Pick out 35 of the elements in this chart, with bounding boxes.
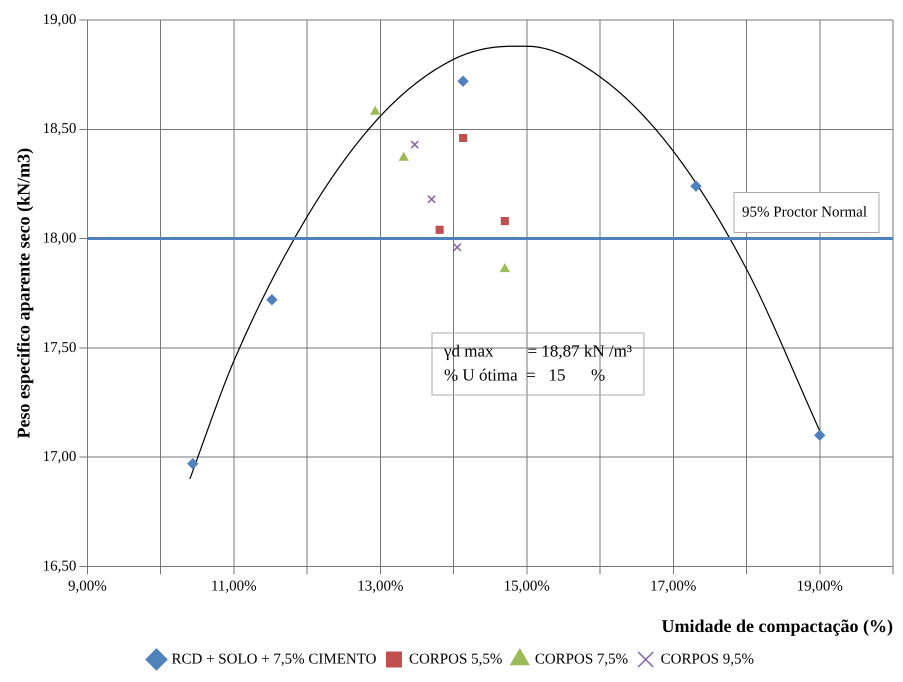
- point: [452, 243, 462, 252]
- point: [500, 217, 509, 226]
- x-tick-label: 19,00%: [796, 578, 843, 594]
- point: [410, 140, 420, 149]
- y-tick-label: 18,00: [42, 230, 76, 246]
- legend-label: CORPOS 9,5%: [660, 651, 754, 668]
- x-tick-label: 11,00%: [210, 578, 257, 594]
- point: [436, 226, 444, 234]
- annotation: γd max = 18,87 kN /m³: [443, 341, 632, 360]
- y-tick-label: 19,00: [42, 12, 76, 28]
- point: [459, 134, 468, 142]
- point: [187, 458, 198, 470]
- point: [427, 194, 436, 204]
- y-tick-label: 18,50: [42, 121, 76, 138]
- x-tick-label: 9,00%: [68, 578, 107, 594]
- point: [266, 294, 278, 306]
- point: [500, 264, 510, 272]
- x-tick-label: 17,00%: [650, 578, 696, 594]
- point: [458, 76, 469, 87]
- point: [814, 430, 826, 441]
- legend-label: CORPOS 5,5%: [408, 651, 502, 668]
- y-tick-label: 16,50: [42, 558, 76, 574]
- x-tick-label: 15,00%: [504, 578, 550, 594]
- y-tick-label: 17,50: [42, 340, 76, 356]
- y-axis-title: Peso especifico aparente seco (kN/m3): [13, 148, 34, 438]
- point: [370, 106, 380, 115]
- point: [398, 152, 409, 161]
- point: [690, 180, 702, 192]
- legend-label: CORPOS 7,5%: [534, 651, 628, 668]
- x-axis-title: Umidade de compactação (%): [662, 616, 893, 636]
- y-tick-label: 17,00: [42, 449, 76, 466]
- legend-label: RCD + SOLO + 7,5% CIMENTO: [171, 651, 377, 668]
- ref-line-label: 95% Proctor Normal: [742, 204, 868, 220]
- annotation: % U ótima = 15 %: [444, 365, 606, 384]
- x-tick-label: 13,00%: [357, 578, 404, 594]
